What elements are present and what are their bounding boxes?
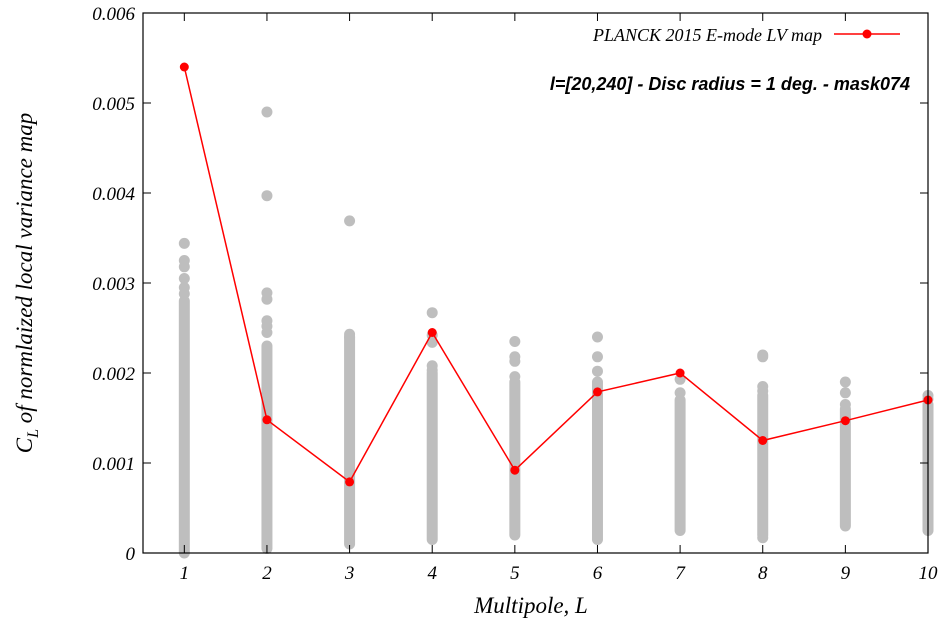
legend-point-sample <box>862 29 872 39</box>
x-tick-label: 7 <box>675 563 686 584</box>
red-data-point <box>427 328 437 337</box>
gray-point <box>591 351 603 363</box>
gray-point <box>839 387 851 399</box>
y-axis-label: CL of normlaized local variance map <box>12 113 42 453</box>
x-tick-label: 6 <box>593 563 603 584</box>
gray-point <box>757 532 769 544</box>
y-axis-label-rest: of normlaized local variance map <box>12 113 37 429</box>
red-line-series <box>179 62 933 487</box>
gray-point-column <box>757 390 769 541</box>
gray-point <box>178 288 190 300</box>
x-tick-label: 9 <box>841 563 851 584</box>
x-tick-label: 5 <box>510 563 520 584</box>
plot-frame <box>142 12 929 554</box>
y-tick-label: 0.001 <box>92 454 135 475</box>
red-data-point <box>262 415 272 425</box>
red-series-line <box>183 66 929 484</box>
legend-label: PLANCK 2015 E-mode LV map <box>592 25 822 45</box>
gray-point-column <box>591 376 603 545</box>
gray-point <box>509 355 521 367</box>
gray-point <box>426 307 438 319</box>
gray-point <box>261 190 273 202</box>
gray-point-column <box>344 331 356 550</box>
x-tick-label: 3 <box>344 563 355 584</box>
y-tick-label: 0.003 <box>92 274 135 295</box>
x-tick-label: 8 <box>758 563 768 584</box>
gray-point-column <box>261 340 273 554</box>
x-axis-label: Multipole, L <box>473 593 588 618</box>
y-tick-label: 0.002 <box>92 364 135 385</box>
gray-point-column <box>509 376 521 541</box>
gray-point-column <box>674 394 686 536</box>
x-tick-label: 10 <box>919 563 939 584</box>
y-tick-label: 0.005 <box>92 94 135 115</box>
gray-point <box>591 365 603 377</box>
x-tick-label: 1 <box>180 563 190 584</box>
gray-point <box>674 387 686 399</box>
axis-ticks <box>143 12 929 554</box>
chart-annotation: l=[20,240] - Disc radius = 1 deg. - mask… <box>550 74 910 94</box>
legend: PLANCK 2015 E-mode LV map <box>592 25 900 45</box>
gray-point <box>839 399 851 410</box>
x-tick-label: 2 <box>262 563 272 584</box>
gray-scatter-series <box>178 106 934 559</box>
red-data-point <box>179 62 189 72</box>
gray-point <box>178 261 190 273</box>
red-data-point <box>510 465 520 475</box>
gray-point <box>178 237 190 249</box>
gray-point <box>509 371 521 383</box>
gray-point <box>426 364 438 376</box>
red-data-point <box>345 477 355 487</box>
gray-point <box>261 327 273 338</box>
y-tick-label: 0 <box>126 544 136 565</box>
gray-point <box>509 336 521 347</box>
red-data-point <box>675 368 685 378</box>
x-tick-label: 4 <box>427 563 437 584</box>
gray-point <box>344 331 356 343</box>
y-tick-label: 0.006 <box>92 4 135 25</box>
red-data-point <box>758 436 768 445</box>
red-data-point <box>840 416 850 426</box>
gray-point <box>591 331 603 343</box>
y-axis-label-sub: L <box>25 429 42 439</box>
gray-point <box>426 336 438 348</box>
gray-point <box>261 293 273 305</box>
y-tick-label: 0.004 <box>92 184 135 205</box>
gray-point <box>757 385 769 397</box>
gray-point-column <box>178 295 190 559</box>
gray-point <box>344 215 356 227</box>
gray-point <box>839 376 851 388</box>
gray-point-column <box>426 367 438 545</box>
y-axis-label-base: C <box>12 437 37 453</box>
red-data-point <box>592 387 602 397</box>
gray-point-column <box>839 403 851 532</box>
gray-point <box>178 273 190 284</box>
gray-point <box>757 351 769 363</box>
x-tick-labels: 1 2 3 4 5 6 7 8 9 10 <box>180 563 938 584</box>
gray-point <box>261 106 273 118</box>
y-tick-labels: 0 0.001 0.002 0.003 0.004 0.005 0.006 <box>92 4 135 565</box>
